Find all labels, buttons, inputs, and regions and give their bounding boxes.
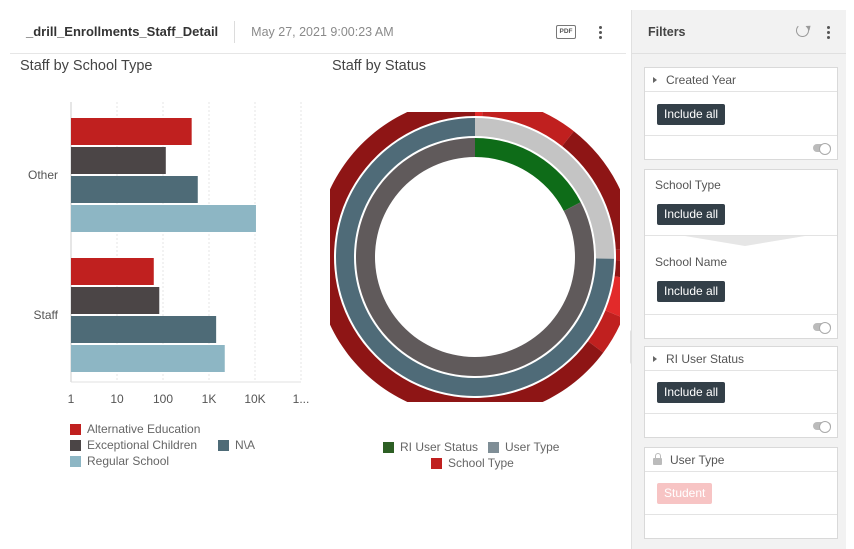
filter-label: User Type [670,452,725,467]
donut-slice[interactable] [475,112,483,117]
legend-item[interactable]: Exceptional Children [70,438,197,452]
filter-sub-chip[interactable]: Include all [657,281,726,302]
bar[interactable] [71,147,166,174]
drill-link-icon [685,236,805,246]
filter-card-user-type: User Type Student [644,447,838,539]
legend-item[interactable]: N\A [218,438,255,452]
x-tick-label: 10K [244,392,265,406]
dashboard-header: _drill_Enrollments_Staff_Detail May 27, … [10,10,626,54]
x-tick-label: 10 [110,392,124,406]
x-tick-label: 1 [68,392,75,406]
legend-item[interactable]: User Type [488,440,559,454]
filter-header-ri-user-status[interactable]: RI User Status [645,347,837,371]
donut-slice[interactable] [482,112,574,147]
y-category-label: Staff [34,308,59,322]
filter-header-created-year[interactable]: Created Year [645,68,837,92]
pdf-export-icon[interactable]: PDF [556,25,576,39]
donut-slice[interactable] [588,310,620,353]
donut-slice[interactable] [605,276,620,317]
legend-label: RI User Status [400,440,479,454]
bar[interactable] [71,176,198,203]
filter-chip-locked: Student [657,483,713,504]
x-tick-label: 1K [202,392,217,406]
legend-swatch [431,457,442,469]
filter-chip[interactable]: Include all [657,382,726,403]
legend-label: N\A [235,438,256,452]
legend-label: Exceptional Children [87,438,198,452]
donut-slice[interactable] [615,249,620,261]
filter-header-user-type: User Type [645,448,837,472]
filter-card-school-type: School Type Include all School Name Incl… [644,169,838,339]
bar[interactable] [71,118,192,145]
filters-header: Filters [632,10,846,54]
bar[interactable] [71,316,217,343]
bar[interactable] [71,205,256,232]
filter-toggle[interactable] [813,421,831,433]
more-options-icon[interactable] [595,22,605,42]
legend-swatch [383,441,394,453]
x-tick-label: 100 [153,392,173,406]
legend-item[interactable]: RI User Status [383,440,478,454]
reset-icon[interactable] [796,24,809,37]
filter-toggle[interactable] [813,143,831,155]
legend-swatch [70,423,81,435]
bar[interactable] [71,287,160,314]
caret-right-icon[interactable] [653,76,657,83]
donut-chart-title: Staff by Status [332,58,427,74]
donut-slice[interactable] [330,112,604,402]
filter-toggle[interactable] [813,322,831,334]
donut-chart-legend: RI User Status User Type School Type [330,440,620,474]
legend-item[interactable]: School Type [431,456,514,470]
legend-swatch [70,455,81,467]
legend-item[interactable]: Alternative Education [70,422,200,436]
filter-chip[interactable]: Include all [657,204,726,225]
bar-chart-title: Staff by School Type [20,58,153,74]
legend-item[interactable]: Regular School [70,454,169,468]
lock-icon [653,452,662,465]
dashboard-timestamp: May 27, 2021 9:00:23 AM [251,24,394,39]
legend-label: User Type [505,440,560,454]
bar[interactable] [71,345,225,372]
legend-swatch [70,439,81,451]
filter-card-ri-user-status: RI User Status Include all [644,346,838,438]
filters-more-icon[interactable] [823,22,833,42]
donut-slice[interactable] [614,260,620,280]
y-category-label: Other [28,168,58,182]
filter-label: School Type [655,178,721,192]
dashboard-title: _drill_Enrollments_Staff_Detail [26,24,219,39]
x-tick-label: 1... [293,392,310,406]
caret-right-icon[interactable] [653,355,657,362]
staff-by-school-type-chart: 1 10 100 1K 10K 1... Other Staff [28,102,310,406]
filter-label: RI User Status [666,351,745,366]
legend-label: Alternative Education [87,422,201,436]
filters-title: Filters [648,24,686,39]
donut-slice[interactable] [562,131,620,250]
staff-by-status-chart [330,112,620,402]
header-divider [234,20,236,43]
legend-swatch [488,441,499,453]
filters-panel: Filters Created Year Include all School … [631,10,846,549]
filter-chip[interactable]: Include all [657,104,726,125]
filter-card-created-year: Created Year Include all [644,67,838,160]
legend-swatch [218,439,229,451]
filter-label: Created Year [666,72,737,87]
donut-slice[interactable] [475,118,614,259]
bar[interactable] [71,258,154,285]
donut-slice[interactable] [475,138,581,212]
legend-label: Regular School [87,454,170,468]
legend-label: School Type [448,456,514,470]
filter-sub-label: School Name [655,255,728,269]
